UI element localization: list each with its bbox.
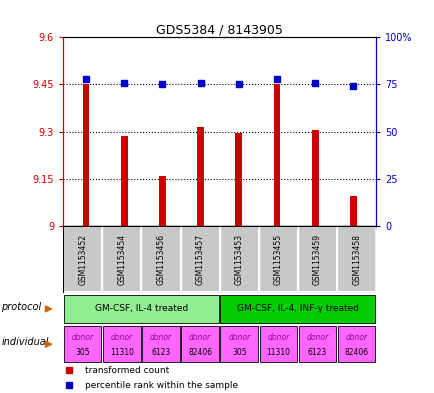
Bar [311, 130, 318, 226]
Bar [337, 326, 375, 362]
Text: donor: donor [306, 333, 328, 342]
Text: GSM1153455: GSM1153455 [273, 234, 282, 285]
Bar [235, 133, 242, 226]
Text: donor: donor [150, 333, 171, 342]
Text: 6123: 6123 [151, 348, 170, 357]
Point [158, 81, 165, 88]
Bar [181, 326, 218, 362]
Bar [121, 136, 127, 226]
Text: donor: donor [267, 333, 289, 342]
Point [311, 79, 318, 86]
Text: donor: donor [189, 333, 210, 342]
Bar [64, 326, 101, 362]
Text: GSM1153457: GSM1153457 [195, 234, 204, 285]
Text: transformed count: transformed count [85, 366, 169, 375]
Bar [337, 227, 375, 292]
Text: 11310: 11310 [266, 348, 290, 357]
Bar [259, 227, 296, 292]
Bar [64, 295, 218, 323]
Text: donor: donor [228, 333, 250, 342]
Bar [103, 227, 140, 292]
Text: GSM1153459: GSM1153459 [312, 234, 321, 285]
Bar [158, 176, 165, 226]
Bar [259, 326, 296, 362]
Bar [298, 326, 335, 362]
Bar [103, 326, 140, 362]
Text: GM-CSF, IL-4, INF-γ treated: GM-CSF, IL-4, INF-γ treated [237, 305, 358, 313]
Text: 11310: 11310 [109, 348, 134, 357]
Text: GM-CSF, IL-4 treated: GM-CSF, IL-4 treated [95, 305, 187, 313]
Bar [220, 326, 257, 362]
Bar [273, 84, 280, 226]
Title: GDS5384 / 8143905: GDS5384 / 8143905 [156, 23, 283, 36]
Bar [220, 295, 375, 323]
Text: GSM1153453: GSM1153453 [234, 234, 243, 285]
Text: protocol: protocol [1, 302, 41, 312]
Text: 305: 305 [231, 348, 246, 357]
Bar [142, 326, 179, 362]
Point [197, 79, 204, 86]
Text: donor: donor [72, 333, 93, 342]
Bar [64, 227, 101, 292]
Text: GSM1153456: GSM1153456 [156, 234, 165, 285]
Text: 82406: 82406 [344, 348, 368, 357]
Text: percentile rank within the sample: percentile rank within the sample [85, 381, 237, 389]
Bar [298, 227, 335, 292]
Bar [82, 84, 89, 226]
Bar [220, 227, 257, 292]
Text: 82406: 82406 [187, 348, 212, 357]
Point [120, 79, 127, 86]
Text: donor: donor [111, 333, 132, 342]
Text: 305: 305 [75, 348, 90, 357]
Text: GSM1153458: GSM1153458 [352, 234, 360, 285]
Text: donor: donor [345, 333, 367, 342]
Bar [349, 196, 356, 226]
Point [349, 83, 356, 90]
Point [235, 81, 242, 88]
Point [82, 76, 89, 82]
Bar [181, 227, 218, 292]
Point [273, 76, 280, 82]
Text: GSM1153452: GSM1153452 [78, 234, 87, 285]
Bar [142, 227, 179, 292]
Text: 6123: 6123 [307, 348, 326, 357]
Bar [197, 127, 204, 226]
Text: individual: individual [1, 337, 49, 347]
Text: GSM1153454: GSM1153454 [117, 234, 126, 285]
